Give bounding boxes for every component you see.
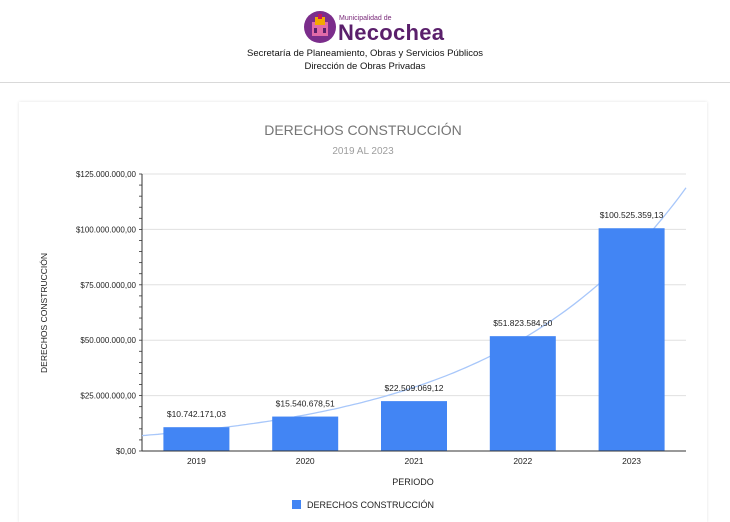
bar	[598, 228, 665, 451]
y-tick-label: $25.000.000,00	[80, 392, 136, 401]
logo-name: Necochea	[338, 20, 445, 45]
data-label: $10.742.171,03	[167, 409, 226, 419]
header-line-2: Dirección de Obras Privadas	[304, 61, 426, 72]
bar	[381, 401, 447, 451]
chart-title: DERECHOS CONSTRUCCIÓN	[264, 122, 462, 138]
chart-subtitle: 2019 AL 2023	[332, 146, 394, 157]
y-tick-label: $0,00	[116, 447, 137, 456]
data-label: $100.525.359,13	[600, 210, 664, 220]
y-axis-label: DERECHOS CONSTRUCCIÓN	[39, 253, 49, 373]
x-tick-label: 2019	[187, 456, 206, 466]
header-line-1: Secretaría de Planeamiento, Obras y Serv…	[246, 48, 484, 59]
x-tick-label: 2021	[405, 456, 424, 466]
data-label: $51.823.584,50	[493, 318, 552, 328]
x-tick-label: 2020	[296, 456, 315, 466]
data-label: $15.540.678,51	[276, 399, 335, 409]
data-label: $22.509.069,12	[384, 383, 443, 393]
y-tick-label: $100.000.000,00	[76, 225, 137, 234]
trendline	[141, 187, 687, 437]
logo-caption: Municipalidad de	[339, 15, 392, 22]
y-tick-label: $50.000.000,00	[80, 336, 136, 345]
legend-label: DERECHOS CONSTRUCCIÓN	[307, 500, 434, 510]
x-tick-label: 2023	[622, 456, 641, 466]
x-axis-label: PERIODO	[392, 477, 434, 487]
y-tick-label: $125.000.000,00	[76, 170, 137, 179]
y-tick-label: $75.000.000,00	[80, 281, 136, 290]
chart-card	[19, 102, 707, 522]
municipality-logo-icon	[304, 11, 336, 43]
legend-swatch	[292, 500, 301, 509]
bar	[489, 336, 556, 451]
bar	[163, 427, 230, 451]
bar	[272, 416, 339, 451]
x-tick-label: 2022	[513, 456, 532, 466]
page-header: Municipalidad de Necochea Secretaría de …	[0, 0, 730, 83]
